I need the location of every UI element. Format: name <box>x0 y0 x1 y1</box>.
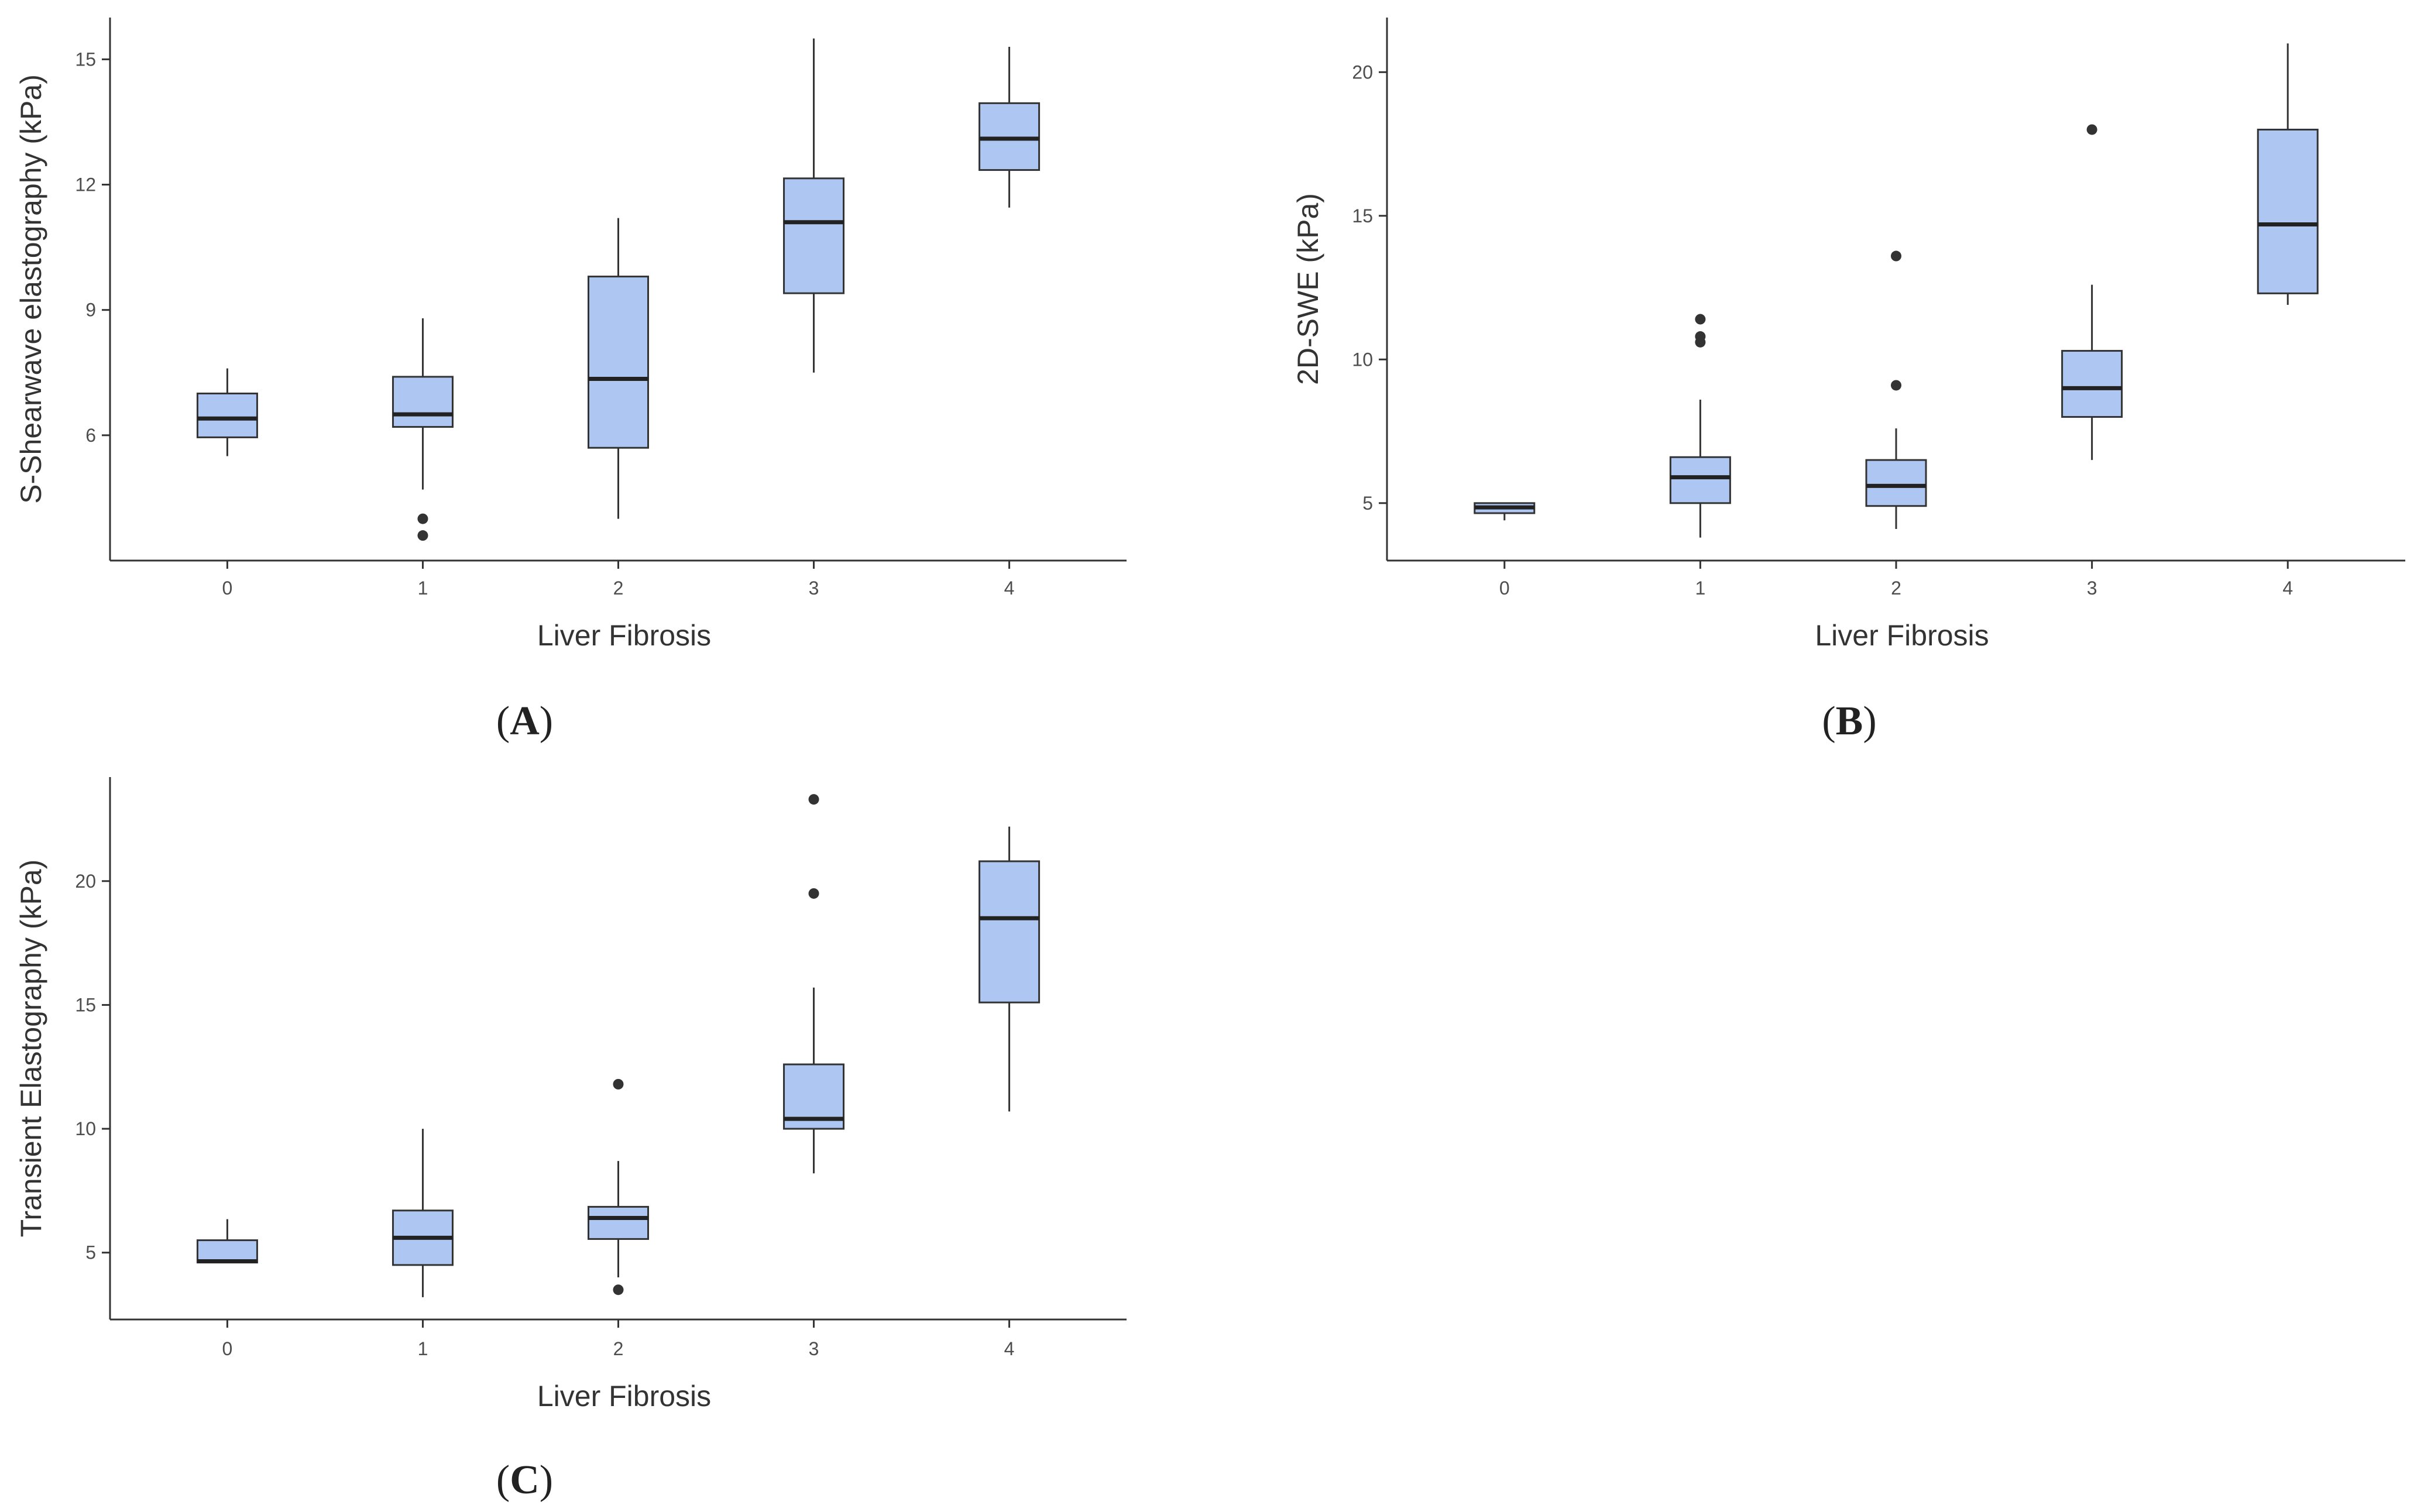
outlier-point <box>2086 124 2097 135</box>
iqr-box <box>978 860 1041 1004</box>
x-tick-label: 2 <box>613 1338 624 1359</box>
iqr-box <box>978 102 1041 171</box>
y-tick-label: 5 <box>85 1242 96 1263</box>
x-tick-label: 4 <box>2282 578 2293 599</box>
iqr-box <box>2061 350 2123 418</box>
iqr-box <box>588 276 649 449</box>
outlier-point <box>613 1284 624 1295</box>
x-tick-label: 1 <box>1695 578 1705 599</box>
x-tick-label: 3 <box>809 1338 819 1359</box>
box-category-2 <box>1865 250 1927 529</box>
box-category-1 <box>1669 314 1731 538</box>
y-axis-title: 2D-SWE (kPa) <box>1292 193 1324 385</box>
y-tick-label: 15 <box>75 49 96 70</box>
x-axis-title: Liver Fibrosis <box>537 619 711 652</box>
box-category-3 <box>783 794 845 1174</box>
x-tick-label: 0 <box>222 578 233 599</box>
y-tick-label: 15 <box>75 994 96 1015</box>
iqr-box <box>1669 456 1731 504</box>
panel-label: (B) <box>1822 699 1876 744</box>
box-category-3 <box>783 38 845 373</box>
iqr-box <box>783 177 845 294</box>
y-axis-title: Transient Elastography (kPa) <box>15 860 47 1238</box>
y-tick-label: 15 <box>1352 205 1373 226</box>
y-tick-label: 5 <box>1362 493 1373 514</box>
outlier-point <box>1891 250 1901 262</box>
outlier-point <box>1695 336 1706 348</box>
x-tick-label: 0 <box>1499 578 1510 599</box>
outlier-point <box>808 888 819 899</box>
box-category-2 <box>588 218 649 519</box>
y-tick-label: 9 <box>85 300 96 321</box>
x-axis-title: Liver Fibrosis <box>537 1380 711 1413</box>
x-tick-label: 0 <box>222 1338 233 1359</box>
outlier-point <box>1891 380 1901 391</box>
iqr-box <box>1865 459 1927 507</box>
x-tick-label: 2 <box>1891 578 1901 599</box>
box-category-0 <box>196 1219 258 1264</box>
iqr-box <box>196 1239 258 1264</box>
x-tick-label: 4 <box>1004 1338 1015 1359</box>
outlier-point <box>1695 314 1706 325</box>
y-tick-label: 20 <box>1352 61 1373 83</box>
box-category-1 <box>392 318 454 541</box>
iqr-box <box>196 392 258 438</box>
outlier-point <box>417 513 428 524</box>
y-tick-label: 20 <box>75 871 96 892</box>
panel-label: (C) <box>496 1458 553 1503</box>
x-tick-label: 1 <box>418 1338 428 1359</box>
x-tick-label: 3 <box>809 578 819 599</box>
x-tick-label: 2 <box>613 578 624 599</box>
outlier-point <box>613 1078 624 1090</box>
iqr-box <box>588 1205 649 1240</box>
y-axis-title: S-Shearwave elastography (kPa) <box>15 74 47 504</box>
box-category-0 <box>196 368 258 456</box>
box-category-3 <box>2061 124 2123 461</box>
iqr-box <box>2257 128 2319 294</box>
x-axis-title: Liver Fibrosis <box>1815 619 1989 652</box>
outlier-point <box>417 530 428 541</box>
y-tick-label: 6 <box>85 425 96 446</box>
panel-label: (A) <box>496 699 553 744</box>
y-tick-label: 12 <box>75 174 96 195</box>
box-category-4 <box>978 46 1041 208</box>
y-tick-label: 10 <box>75 1118 96 1139</box>
y-tick-label: 10 <box>1352 349 1373 370</box>
outlier-point <box>808 794 819 805</box>
x-tick-label: 4 <box>1004 578 1015 599</box>
box-category-2 <box>588 1078 649 1295</box>
box-category-0 <box>1474 502 1536 521</box>
box-category-4 <box>978 826 1041 1112</box>
panel-c: 5 10 15 20 0 1 2 3 4 Liver Fibrosis Transient Elas… <box>15 777 1127 1503</box>
iqr-box <box>392 376 454 428</box>
x-tick-label: 1 <box>418 578 428 599</box>
panel-b: 5 10 15 20 0 1 2 3 4 Liver Fibrosis 2D-SWE (kPa) (B… <box>1292 18 2405 744</box>
box-category-1 <box>392 1129 454 1297</box>
x-tick-label: 3 <box>2087 578 2097 599</box>
box-category-4 <box>2257 43 2319 305</box>
